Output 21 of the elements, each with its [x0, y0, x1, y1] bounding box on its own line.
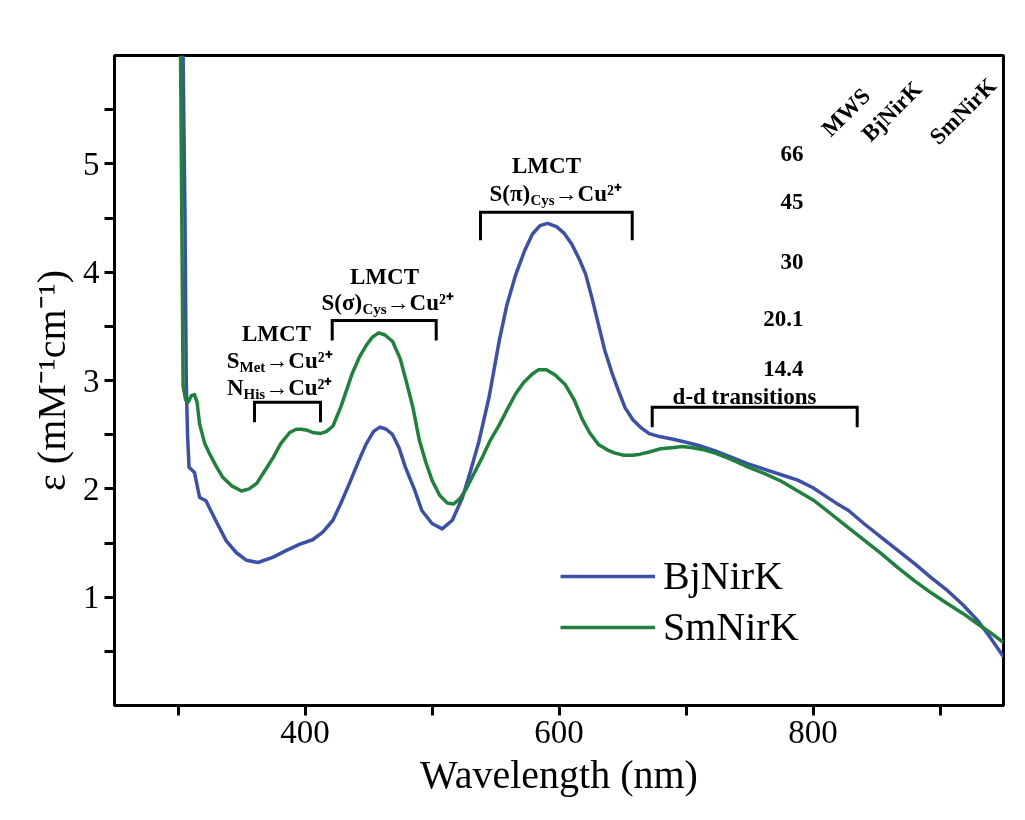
y-tick-label: 4: [83, 254, 100, 291]
x-tick-label: 400: [280, 713, 330, 750]
x-tick-label: 600: [534, 713, 584, 750]
y-tick-label: 2: [83, 470, 100, 507]
legend-label: BjNirK: [663, 552, 783, 599]
annotation: 45: [780, 189, 804, 214]
annotation: 30: [780, 249, 804, 274]
y-tick-label: 1: [83, 579, 100, 616]
annotation: 66: [780, 141, 804, 166]
annotation: LMCT: [242, 321, 311, 346]
y-tick-label: 5: [83, 145, 100, 182]
x-axis-title: Wavelength (nm): [420, 751, 698, 797]
annotation: 14.4: [763, 356, 804, 381]
legend-label: SmNirK: [663, 603, 799, 650]
annotation: LMCT: [350, 264, 419, 289]
y-tick-label: 3: [83, 362, 100, 399]
annotation: d-d transitions: [672, 384, 817, 409]
y-axis-title: ε (mM⁻¹cm⁻¹): [29, 270, 74, 491]
annotation: 20.1: [763, 306, 804, 331]
annotation: LMCT: [512, 153, 581, 178]
x-tick-label: 800: [788, 713, 838, 750]
